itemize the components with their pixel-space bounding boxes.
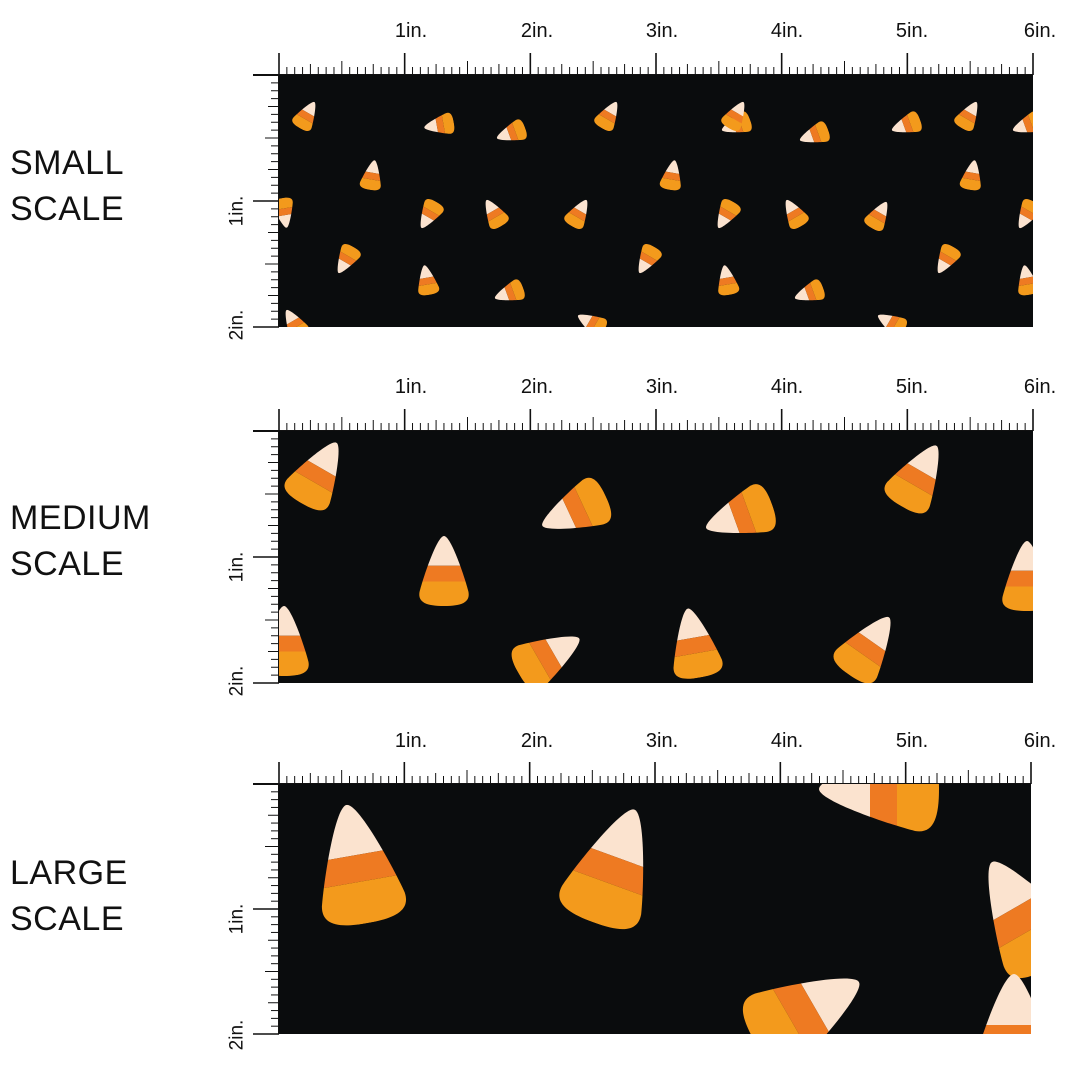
candy-corn-icon <box>952 96 986 134</box>
candy-corn-icon <box>828 603 910 683</box>
candy-corn-icon <box>329 241 363 279</box>
candy-corn-icon <box>955 840 1031 988</box>
candy-corn-icon <box>796 119 832 151</box>
candy-corn-icon <box>279 196 298 230</box>
small-pattern-swatch <box>279 75 1033 327</box>
ruler-label-4in: 4in. <box>770 376 804 398</box>
candy-corn-icon <box>663 604 725 682</box>
ruler-label-5in: 5in. <box>895 730 929 752</box>
side-label-2in: 2in. <box>226 665 248 697</box>
ruler-label-2in: 2in. <box>520 376 554 398</box>
scale-label-line1: MEDIUM <box>10 499 151 537</box>
medium-scale-section: 1in. 2in. 3in. 4in. 5in. 6in. 1in. 2in. <box>0 374 1080 697</box>
ruler-label-3in: 3in. <box>645 20 679 42</box>
top-ruler-ticks <box>253 53 1034 76</box>
ruler-label-2in: 2in. <box>520 20 554 42</box>
candy-corn-icon <box>531 473 617 549</box>
top-ruler-labels: 1in. 2in. 3in. 4in. 5in. 6in. <box>0 374 1080 404</box>
ruler-label-1in: 1in. <box>394 20 428 42</box>
candy-corn-icon <box>888 109 924 141</box>
ruler-label-2in: 2in. <box>520 730 554 752</box>
scale-label-line2: SCALE <box>10 900 124 938</box>
candy-corn-icon <box>562 194 596 232</box>
scale-label-line2: SCALE <box>10 545 124 583</box>
ruler-label-3in: 3in. <box>645 376 679 398</box>
ruler-label-6in: 6in. <box>1023 20 1057 42</box>
candy-corn-icon <box>592 96 626 134</box>
ruler-label-1in: 1in. <box>394 730 428 752</box>
ruler-label-5in: 5in. <box>895 20 929 42</box>
candy-corn-pattern <box>304 784 1031 1034</box>
candy-corn-icon <box>279 304 311 327</box>
scale-label-line1: LARGE <box>10 854 128 892</box>
candy-corn-icon <box>419 536 469 606</box>
side-label-2in: 2in. <box>226 1019 248 1051</box>
candy-corn-icon <box>872 306 910 327</box>
candy-corn-icon <box>971 974 1031 1034</box>
candy-corn-icon <box>279 606 309 676</box>
candy-corn-icon <box>491 277 527 309</box>
ruler-label-4in: 4in. <box>770 20 804 42</box>
side-label-1in: 1in. <box>226 903 248 935</box>
left-ruler-ticks <box>253 783 280 1035</box>
side-label-1in: 1in. <box>226 551 248 583</box>
ruler-label-3in: 3in. <box>645 730 679 752</box>
candy-corn-icon <box>358 158 386 192</box>
candy-corn-icon <box>412 196 446 234</box>
scale-label-line1: SMALL <box>10 144 124 182</box>
candy-corn-pattern <box>279 96 1033 327</box>
candy-corn-icon <box>553 795 675 937</box>
large-scale-label: LARGE SCALE <box>10 850 128 942</box>
left-ruler-ticks <box>253 430 280 684</box>
candy-corn-icon <box>1010 196 1033 234</box>
candy-corn-icon <box>713 263 741 297</box>
top-ruler-ticks <box>253 762 1032 785</box>
candy-corn-icon <box>630 241 664 279</box>
candy-corn-icon <box>958 158 986 192</box>
medium-pattern-swatch <box>279 431 1033 683</box>
top-ruler-labels: 1in. 2in. 3in. 4in. 5in. 6in. <box>0 728 1080 758</box>
ruler-label-6in: 6in. <box>1023 730 1057 752</box>
candy-corn-icon <box>1002 541 1033 611</box>
small-scale-section: 1in. 2in. 3in. 4in. 5in. 6in. 1in. 2in. <box>0 18 1080 341</box>
top-ruler-labels: 1in. 2in. 3in. 4in. 5in. 6in. <box>0 18 1080 48</box>
ruler-label-1in: 1in. <box>394 376 428 398</box>
candy-corn-icon <box>572 306 610 327</box>
candy-corn-icon <box>280 431 358 516</box>
candy-corn-icon <box>733 945 881 1034</box>
candy-corn-icon <box>709 196 743 234</box>
candy-corn-icon <box>697 480 781 552</box>
large-pattern-swatch <box>279 784 1031 1034</box>
small-scale-label: SMALL SCALE <box>10 140 124 232</box>
candy-corn-icon <box>422 111 456 139</box>
large-scale-section: 1in. 2in. 3in. 4in. 5in. 6in. 1in. 2in. <box>0 728 1080 1051</box>
candy-corn-icon <box>413 263 441 297</box>
candy-corn-icon <box>477 194 511 232</box>
ruler-label-6in: 6in. <box>1023 376 1057 398</box>
candy-corn-icon <box>1009 109 1033 141</box>
candy-corn-icon <box>506 617 592 683</box>
medium-scale-label: MEDIUM SCALE <box>10 495 151 587</box>
side-label-2in: 2in. <box>226 309 248 341</box>
ruler-label-4in: 4in. <box>770 730 804 752</box>
candy-corn-icon <box>880 433 958 519</box>
candy-corn-icon <box>1013 263 1033 297</box>
side-label-1in: 1in. <box>226 195 248 227</box>
candy-corn-pattern <box>279 431 1033 683</box>
candy-corn-icon <box>791 277 827 309</box>
candy-corn-icon <box>819 784 939 832</box>
candy-corn-icon <box>290 96 324 134</box>
candy-corn-icon <box>658 158 686 192</box>
candy-corn-icon <box>493 117 529 149</box>
candy-corn-icon <box>929 241 963 279</box>
left-ruler-ticks <box>253 74 280 328</box>
ruler-label-5in: 5in. <box>895 376 929 398</box>
candy-corn-icon <box>777 194 811 232</box>
top-ruler-ticks <box>253 409 1034 432</box>
candy-corn-icon <box>862 196 896 234</box>
scale-label-line2: SCALE <box>10 190 124 228</box>
candy-corn-icon <box>304 797 410 931</box>
